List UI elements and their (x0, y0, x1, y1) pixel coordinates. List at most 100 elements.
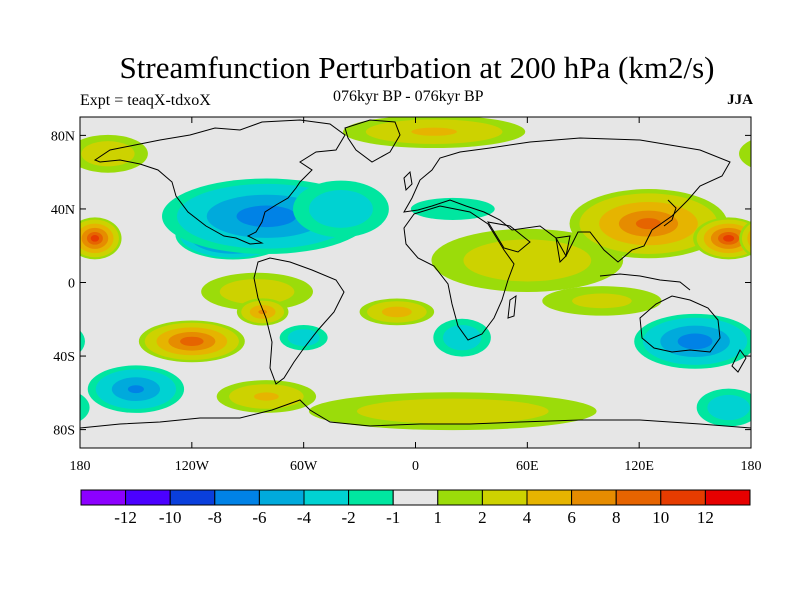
coastline-south-america (253, 257, 345, 385)
experiment-label: Expt = teaqX-tdxoX (80, 92, 211, 109)
contour-region (739, 140, 751, 168)
contour-region (0, 202, 27, 245)
coastline-maritime-continent (599, 273, 691, 291)
colorbar-swatch (392, 489, 439, 506)
contour-region (180, 336, 204, 346)
coastline-greenland (344, 119, 401, 163)
contour-region (90, 235, 100, 242)
lat-tick-label: 80N (51, 129, 75, 144)
contour-region (747, 229, 751, 248)
coastline-eurasia (403, 137, 731, 263)
contour-region (7, 333, 42, 349)
contour-region (258, 309, 267, 315)
lon-tick-label: 180 (741, 459, 762, 474)
colorbar-swatch (660, 489, 706, 506)
contour-region (52, 235, 63, 242)
colorbar-swatch (481, 489, 528, 506)
lat-tick-label: 80S (53, 424, 75, 439)
colorbar-label: -6 (252, 508, 266, 527)
contour-region (0, 193, 47, 254)
colorbar-swatch (125, 489, 171, 506)
plot-title: Streamfunction Perturbation at 200 hPa (… (119, 50, 715, 85)
contour-region (752, 141, 800, 166)
season-label: JJA (727, 92, 753, 108)
contour-region (635, 218, 662, 230)
contour-region (0, 189, 56, 258)
contour-region (287, 329, 320, 347)
contour-region (80, 231, 83, 245)
contour-region (47, 232, 68, 245)
contour-region (767, 369, 800, 409)
contour-region (741, 223, 751, 254)
lat-tick-label: 0 (68, 277, 75, 292)
coastline-british-isles (403, 170, 413, 192)
contour-region (762, 235, 770, 242)
contour-region (127, 385, 144, 394)
contour-region (758, 232, 774, 245)
contour-region (411, 127, 457, 136)
contour-region (381, 306, 412, 318)
map-background (80, 117, 751, 448)
contour-region (753, 228, 780, 249)
contour-region (463, 239, 592, 282)
colorbar-swatch (258, 489, 305, 506)
contour-region (723, 235, 735, 242)
colorbar-swatch (214, 489, 260, 506)
colorbar-swatch (169, 489, 216, 506)
coastline-north-america (93, 119, 346, 245)
lon-tick-label: 120E (624, 459, 654, 474)
contour-region (40, 228, 76, 249)
lat-tick-label: 40S (53, 350, 75, 365)
lon-tick-label: 180 (70, 459, 91, 474)
colorbar-swatch (615, 489, 662, 506)
colorbar-label: -8 (208, 508, 222, 527)
colorbar-label: -2 (342, 508, 356, 527)
period-label: 076kyr BP - 076kyr BP (333, 88, 484, 105)
lon-tick-label: 60E (516, 459, 539, 474)
contour-region (36, 395, 79, 420)
lat-tick-label: 40N (51, 203, 75, 218)
colorbar-swatch (704, 489, 751, 506)
colorbar-swatch (80, 489, 127, 506)
contour-region (308, 190, 373, 228)
axis-ticks: 80N 40N 0 40S 80S 180 120W 60W 0 60E 120E 180 (51, 117, 762, 474)
colorbar-label: -10 (159, 508, 182, 527)
colorbar-label: 10 (652, 508, 669, 527)
coastline-arabia (486, 221, 531, 253)
coastline-japan (663, 199, 677, 227)
colorbar-label: 1 (434, 508, 443, 527)
coastline-madagascar (507, 294, 517, 319)
contour-field (0, 117, 800, 431)
lon-tick-label: 60W (290, 459, 318, 474)
colorbar-swatch (526, 489, 573, 506)
colorbar-label: -4 (297, 508, 312, 527)
colorbar: -12 -10 -8 -6 -4 -2 -1 1 2 4 6 8 10 12 (80, 489, 751, 527)
contour-region (80, 394, 90, 422)
contour-region (253, 392, 279, 401)
contour-region (442, 325, 482, 351)
colorbar-swatch (303, 489, 350, 506)
colorbar-label: 2 (478, 508, 487, 527)
lon-tick-label: 120W (175, 459, 210, 474)
contour-region (0, 211, 7, 237)
coastlines (80, 119, 751, 429)
colorbar-swatch (571, 489, 617, 506)
coastline-antarctica (80, 399, 751, 429)
coastline-africa (403, 205, 515, 341)
lon-tick-label: 0 (412, 459, 419, 474)
colorbar-label: 6 (567, 508, 576, 527)
contour-region (0, 326, 59, 357)
colorbar-label: 8 (612, 508, 621, 527)
colorbar-swatch (437, 489, 483, 506)
coastline-new-zealand (731, 349, 747, 373)
contour-region (356, 398, 549, 424)
colorbar-label: -12 (114, 508, 137, 527)
colorbar-label: -1 (386, 508, 400, 527)
contour-region (81, 141, 135, 167)
colorbar-label: 4 (523, 508, 532, 527)
contour-region (236, 205, 297, 228)
contour-region (783, 377, 800, 401)
contour-region (572, 293, 632, 309)
colorbar-swatch (348, 489, 394, 506)
